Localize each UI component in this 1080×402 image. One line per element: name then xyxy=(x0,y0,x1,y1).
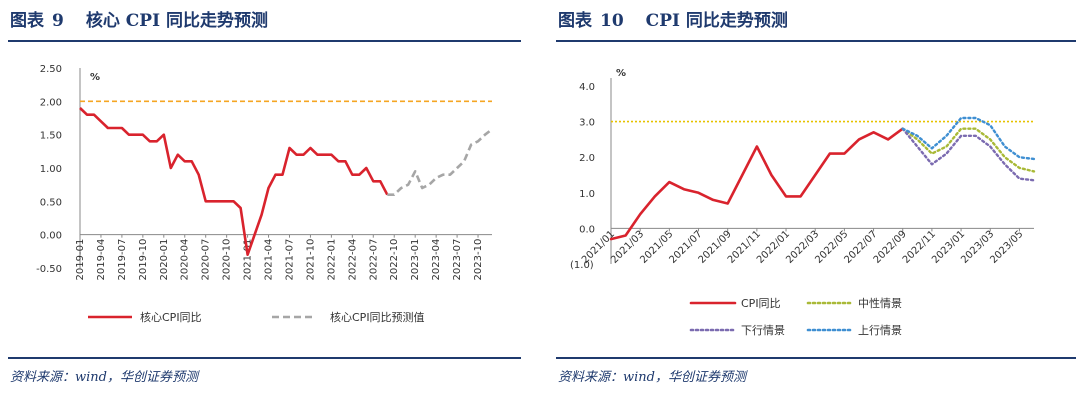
source-note: 资料来源：wind，华创证券预测 xyxy=(558,370,746,385)
x-tick-label: 2020-01 xyxy=(159,239,170,281)
y-tick-label: 0.00 xyxy=(40,231,62,242)
legend-label: CPI同比 xyxy=(741,297,781,310)
y-tick-label: 2.50 xyxy=(40,64,62,75)
figure-label: 图表 xyxy=(558,11,592,31)
x-tick-label: 2020-10 xyxy=(222,239,233,281)
figure-label: 图表 xyxy=(10,11,44,31)
series-line xyxy=(901,116,1036,161)
figure-number: 9 xyxy=(52,11,64,31)
source-rule xyxy=(556,357,1076,359)
x-tick-label: 2021-10 xyxy=(305,239,316,281)
title-rule xyxy=(8,40,521,42)
series-line xyxy=(901,127,1036,182)
y-tick-label: 2.00 xyxy=(40,97,62,108)
y-tick-label: 0.0 xyxy=(579,224,595,235)
y-tick-label: 2.0 xyxy=(579,153,595,164)
series-line xyxy=(387,128,493,196)
x-tick-label: 2023-01 xyxy=(410,239,421,281)
x-tick-label: 2022-01 xyxy=(326,239,337,281)
core-cpi-chart: % 2.50 2.00 1.50 1.00 0.50 0.00 -0.50 2019-01 201… xyxy=(36,64,493,324)
y-tick-label: 1.00 xyxy=(40,164,62,175)
legend-label: 中性情景 xyxy=(858,296,902,310)
series-line xyxy=(901,127,1036,173)
legend-label: 核心CPI同比预测值 xyxy=(330,310,425,324)
x-tick-label: 2019-04 xyxy=(96,239,107,281)
chart-title: CPI 同比走势预测 xyxy=(645,11,788,31)
x-tick-label: 2021-04 xyxy=(264,239,275,281)
chart-panel-right: 图表 10 CPI 同比走势预测 % 4.0 3.0 2.0 1.0 0.0 (1.0) 2021… xyxy=(548,0,1080,402)
x-tick-label: 2023-04 xyxy=(431,239,442,281)
figure-title: 图表 9 核心 CPI 同比走势预测 xyxy=(10,6,268,31)
x-tick-label: 2022-07 xyxy=(368,239,379,281)
unit-label: % xyxy=(90,72,100,83)
legend-label: 核心CPI同比 xyxy=(140,310,202,324)
x-tick-label: 2019-10 xyxy=(138,239,149,281)
y-tick-label: 1.50 xyxy=(40,131,62,142)
title-rule xyxy=(556,40,1076,42)
x-tick-label: 2020-07 xyxy=(201,239,212,281)
x-tick-label: 2021-07 xyxy=(284,239,295,281)
figure-number: 10 xyxy=(600,11,624,31)
x-tick-label: 2022-04 xyxy=(347,239,358,281)
y-tick-label: 4.0 xyxy=(579,82,595,93)
unit-label: % xyxy=(616,68,626,79)
source-note: 资料来源：wind，华创证券预测 xyxy=(10,370,198,385)
x-tick-label: 2022-10 xyxy=(389,239,400,281)
y-tick-label: 0.50 xyxy=(40,197,62,208)
series-line xyxy=(79,107,389,256)
legend-label: 上行情景 xyxy=(858,324,902,337)
x-tick-label: 2023-10 xyxy=(473,239,484,281)
series-line xyxy=(609,127,905,241)
legend-label: 下行情景 xyxy=(741,324,785,337)
y-tick-label: 1.0 xyxy=(579,189,595,200)
x-tick-label: 2023-07 xyxy=(452,239,463,281)
x-tick-label: 2019-07 xyxy=(117,239,128,281)
x-tick-label: 2020-04 xyxy=(180,239,191,281)
x-tick-label: 2021-01 xyxy=(243,239,254,281)
chart-panel-left: 图表 9 核心 CPI 同比走势预测 % 2.50 2.00 1.50 1.00 0.50 0.… xyxy=(0,0,525,402)
chart-title: 核心 CPI 同比走势预测 xyxy=(85,11,268,31)
figure-title: 图表 10 CPI 同比走势预测 xyxy=(558,6,788,31)
y-tick-label: 3.0 xyxy=(579,118,595,129)
cpi-scenario-chart: %4.03.02.01.00.0(1.0)2021/012021/032021/… xyxy=(570,68,1036,337)
y-tick-label-negative: (1.0) xyxy=(570,260,594,271)
y-tick-label: -0.50 xyxy=(36,264,62,275)
x-tick-label: 2019-01 xyxy=(75,239,86,281)
source-rule xyxy=(8,357,521,359)
